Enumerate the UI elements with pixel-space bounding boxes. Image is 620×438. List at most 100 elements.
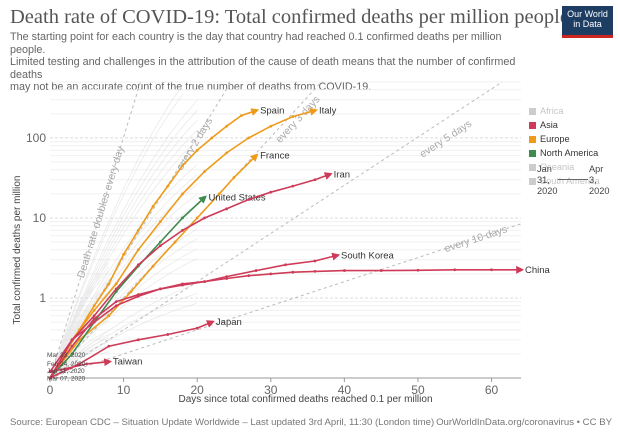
x-tick-label: 20 (191, 383, 205, 397)
data-point (158, 287, 162, 291)
data-point (92, 308, 96, 312)
data-point (92, 320, 96, 324)
data-point (416, 268, 420, 272)
series-label: South Korea (341, 250, 395, 261)
data-point (107, 314, 111, 318)
data-point (158, 244, 162, 248)
doubling-line (49, 81, 503, 379)
data-point (291, 184, 295, 188)
data-point (48, 370, 52, 374)
series-label: Iran (334, 169, 350, 180)
data-point (114, 282, 118, 286)
start-date-label: Feb 24, 2020 (47, 361, 86, 368)
start-date-label: Mar 23, 2020 (47, 352, 86, 359)
data-point (225, 151, 229, 155)
data-point (203, 280, 206, 284)
data-point (254, 109, 258, 112)
data-point (136, 228, 140, 232)
data-point (335, 254, 339, 257)
background-country-line (49, 94, 183, 379)
x-tick-label: 30 (264, 383, 278, 397)
data-point (107, 344, 111, 348)
data-point (291, 115, 295, 118)
timeline-end-date: Apr 3, 2020 (589, 164, 610, 196)
doubling-line-label: every 10 days (443, 223, 509, 255)
legend-item-europe[interactable]: Europe (529, 132, 619, 146)
data-point (269, 124, 273, 128)
background-country-line (49, 164, 198, 379)
background-country-line (49, 345, 110, 379)
legend-item-oceania[interactable]: Oceania (529, 160, 619, 174)
data-point (232, 176, 236, 179)
legend-item-africa[interactable]: Africa (529, 104, 619, 118)
legend-label: Oceania (540, 162, 575, 172)
timeline-start-date: Jan 31, 2020 (537, 164, 558, 196)
data-point (85, 362, 89, 366)
owid-logo[interactable]: Our World in Data (562, 6, 613, 38)
data-point (122, 253, 125, 256)
legend-item-north-america[interactable]: North America (529, 146, 619, 160)
data-point (48, 376, 52, 380)
background-country-line (49, 351, 110, 379)
data-point (313, 109, 317, 112)
y-tick-label: 100 (26, 131, 46, 145)
data-point (225, 275, 229, 278)
doubling-line (49, 223, 522, 379)
series-line-taiwan (49, 358, 113, 373)
data-point (158, 240, 162, 244)
legend-label: South America (540, 176, 600, 186)
data-point (114, 304, 118, 308)
data-point (136, 248, 140, 252)
data-point (114, 300, 118, 304)
data-point (254, 154, 258, 158)
legend-swatch (529, 150, 536, 157)
data-point (107, 360, 111, 364)
series-label: Spain (260, 106, 284, 117)
data-point (247, 136, 251, 140)
y-axis-label: Total confirmed deaths per million (12, 176, 23, 325)
data-point (181, 228, 184, 232)
data-point (269, 272, 273, 276)
doubling-line-label: every 5 days (418, 118, 474, 161)
region-legend: Africa Asia Europe North America Oceania Sout… (529, 104, 619, 188)
data-point (195, 216, 199, 220)
data-point (247, 198, 251, 201)
legend-item-asia[interactable]: Asia (529, 118, 619, 132)
y-tick-label: 10 (33, 211, 47, 225)
series-label: China (525, 265, 551, 276)
data-point (284, 263, 287, 267)
x-tick-label: 0 (47, 383, 54, 397)
source-link[interactable]: OurWorldInData.org/coronavirus • CC BY (436, 417, 612, 428)
chart-title: Death rate of COVID-19: Total confirmed … (10, 6, 569, 28)
series-label: Taiwan (113, 357, 143, 368)
source-note: Source: European CDC – Situation Update … (10, 417, 435, 428)
background-country-line (49, 139, 198, 379)
legend-label: Asia (540, 120, 558, 130)
data-point (181, 164, 184, 168)
logo-text: Our World in Data (567, 9, 608, 29)
legend-swatch (529, 178, 536, 185)
data-point (92, 317, 96, 321)
series-label: Italy (319, 106, 337, 117)
doubling-line-label: every 2 days (174, 116, 215, 173)
chart-subtitle: The starting point for each country is t… (10, 31, 516, 94)
data-point (181, 283, 184, 287)
timeline-track[interactable] (558, 179, 588, 180)
x-axis-label: Days since total confirmed deaths reache… (178, 394, 432, 405)
data-point (114, 287, 118, 291)
data-point (107, 282, 111, 286)
data-point (151, 264, 155, 268)
data-point (166, 184, 170, 188)
legend-swatch (529, 108, 536, 115)
data-point (136, 338, 140, 342)
data-point (70, 352, 74, 356)
data-point (291, 270, 295, 274)
series-label: France (260, 151, 290, 162)
x-tick-label: 40 (338, 383, 352, 397)
data-point (379, 269, 383, 272)
series-line-united-states (49, 195, 207, 379)
data-point (181, 216, 184, 220)
data-point (136, 263, 140, 267)
legend-item-south-america[interactable]: South America (529, 174, 619, 188)
